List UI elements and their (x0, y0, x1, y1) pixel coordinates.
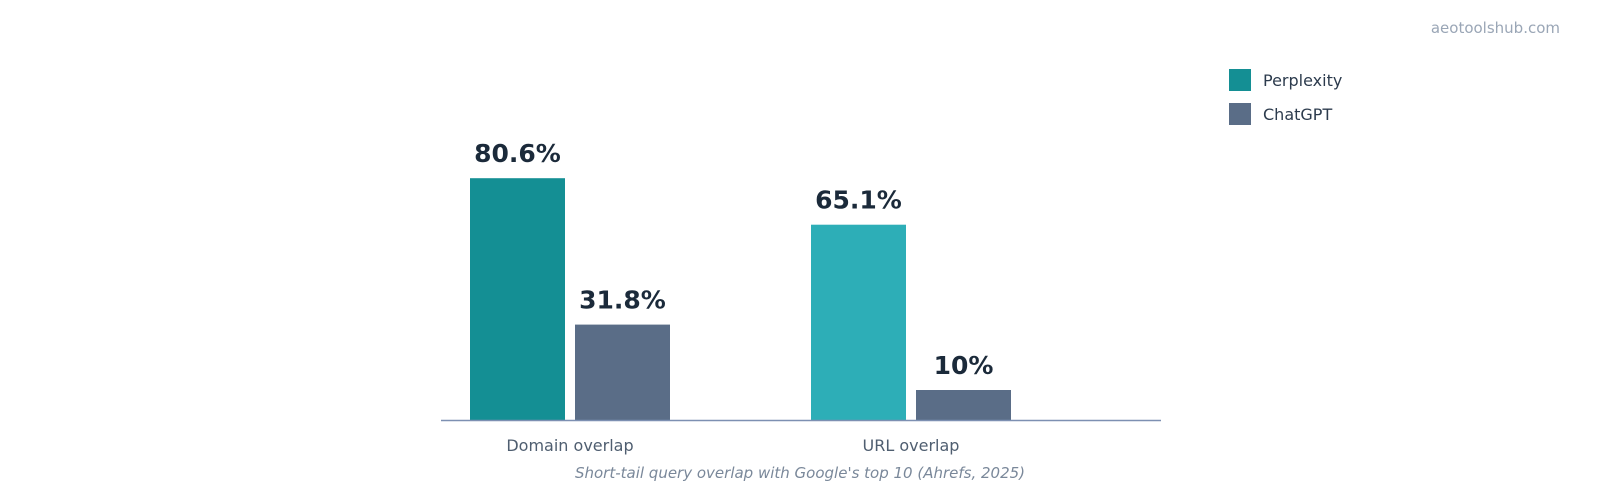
data-label-chatgpt-domain-overlap: 31.8% (579, 286, 666, 315)
watermark: aeotoolshub.com (1430, 19, 1560, 37)
category-label-domain-overlap: Domain overlap (506, 436, 633, 455)
data-label-perplexity-domain-overlap: 80.6% (474, 139, 561, 168)
bar-perplexity-domain-overlap (470, 178, 565, 420)
legend-label-chatgpt: ChatGPT (1263, 104, 1333, 124)
chart-caption: Short-tail query overlap with Google's t… (574, 464, 1026, 482)
legend-swatch-chatgpt (1229, 103, 1251, 125)
bar-chatgpt-domain-overlap (575, 324, 670, 420)
legend-item-perplexity: Perplexity (1229, 68, 1342, 92)
category-label-url-overlap: URL overlap (863, 436, 960, 455)
chart-legend: Perplexity ChatGPT (1229, 68, 1342, 136)
legend-swatch-perplexity (1229, 69, 1251, 91)
legend-label-perplexity: Perplexity (1263, 70, 1343, 90)
data-label-perplexity-url-overlap: 65.1% (815, 186, 902, 215)
bar-chatgpt-url-overlap (916, 390, 1011, 420)
bar-perplexity-url-overlap (811, 224, 906, 420)
legend-item-chatgpt: ChatGPT (1229, 102, 1342, 126)
data-label-chatgpt-url-overlap: 10% (934, 351, 994, 380)
